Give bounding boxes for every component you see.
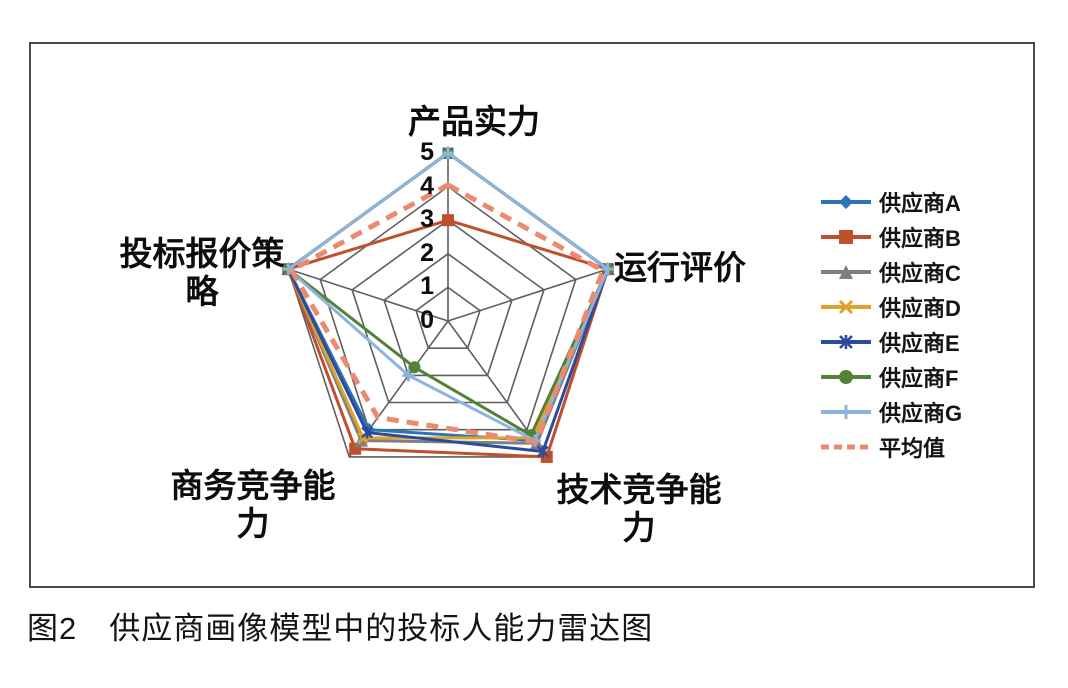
legend-swatch-none [821,444,871,449]
legend-label: 供应商A [879,190,961,216]
legend-label: 供应商G [879,400,963,426]
legend-label: 供应商D [879,295,961,321]
legend-item: 供应商E [820,324,962,359]
axis-label-business-competitiveness: 商务竞争能 力 [170,467,336,542]
marker-circle [839,369,853,384]
series-polygon-6 [286,151,610,443]
series-polygon-7 [288,182,606,445]
legend-swatch-x [821,299,871,314]
legend-swatch-triangle [821,264,871,279]
legend-swatch-plus [821,404,871,419]
marker-asterisk [536,445,549,458]
marker-asterisk [361,426,373,439]
legend-item: 供应商B [820,219,962,254]
axis-label-product-strength: 产品实力 [408,103,540,140]
tick-label-4: 4 [420,171,434,200]
legend-item: 供应商F [820,359,962,394]
legend-swatch-asterisk [821,334,871,349]
legend-swatch-square [821,229,871,244]
series-polygon-1 [286,218,610,459]
grid-spoke [447,268,609,322]
legend-swatch-diamond [821,194,871,209]
legend-label: 平均值 [879,435,946,461]
grid-ring [415,286,481,350]
tick-label-5: 5 [420,138,434,166]
legend-item: 供应商G [820,394,962,429]
grid-ring [383,252,513,377]
marker-square [839,229,853,244]
axis-label-bidding-price-strategy: 投标报价策 略 [119,235,285,310]
marker-circle [408,361,421,374]
axis-label-operation-evaluation: 运行评价 [614,249,746,286]
legend-label: 供应商B [879,225,961,251]
legend-item: 供应商D [820,289,962,324]
tick-label-3: 3 [420,205,434,234]
marker-diamond [839,194,853,209]
grid-ring [351,219,545,404]
marker-asterisk [839,334,853,349]
axis-label-technical-competitiveness: 技术竞争能 力 [556,471,722,546]
legend-swatch-circle [821,369,871,384]
marker-triangle [839,264,853,279]
legend-item: 平均值 [820,429,962,464]
figure-caption: 图2 供应商画像模型中的投标人能力雷达图 [27,611,654,646]
tick-label-1: 1 [420,272,434,301]
marker-square [442,214,454,227]
legend-label: 供应商F [879,365,959,391]
marker-x [838,299,854,314]
tick-label-0: 0 [420,306,434,334]
legend-item: 供应商A [820,184,962,219]
chart-legend: 供应商A 供应商B 供应商C 供应商D 供应商E 供应商F 供应商G 平均值 [820,184,962,464]
tick-label-2: 2 [420,238,434,267]
grid-spoke [287,268,449,322]
legend-label: 供应商E [879,330,960,356]
legend-item: 供应商C [820,254,962,289]
legend-label: 供应商C [879,260,961,286]
figure-border [29,42,1035,588]
